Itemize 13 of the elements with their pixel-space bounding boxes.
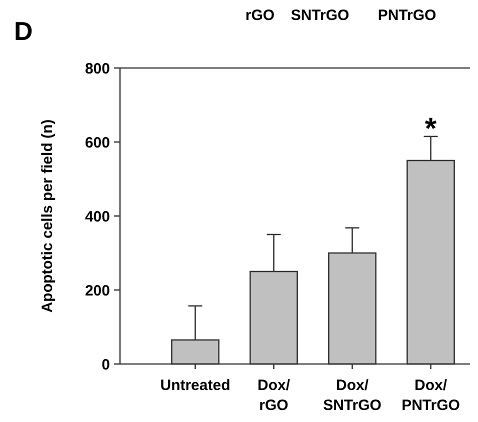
x-tick-label: Dox/ SNTrGO bbox=[323, 377, 382, 414]
chart-title: D bbox=[14, 16, 33, 46]
x-tick-label: Dox/ rGO bbox=[257, 377, 291, 414]
x-tick-label: Dox/ PNTrGO bbox=[402, 377, 460, 414]
y-tick-label: 0 bbox=[102, 356, 110, 374]
y-axis-title: Apoptotic cells per field (n) bbox=[39, 119, 56, 313]
y-tick-label: 200 bbox=[84, 282, 110, 300]
text: rGO SNTrGO PNTrGO bbox=[245, 7, 436, 24]
y-tick-label: 600 bbox=[84, 134, 110, 152]
y-tick-label: 400 bbox=[84, 208, 110, 226]
annotation: * bbox=[424, 112, 437, 146]
y-tick-label: 800 bbox=[84, 60, 110, 78]
x-tick-label: Untreated bbox=[160, 377, 230, 394]
